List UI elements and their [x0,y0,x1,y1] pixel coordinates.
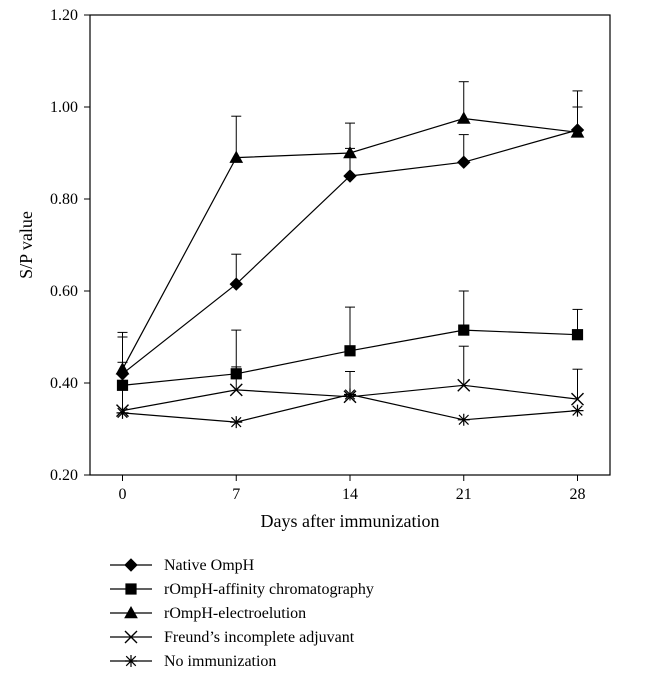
legend-label: No immunization [164,653,276,670]
legend-label: Native OmpH [164,557,255,574]
y-axis-label: S/P value [16,211,36,279]
chart-bg [0,0,662,679]
legend-label: rOmpH-electroelution [164,605,306,622]
square-marker-icon [345,346,355,356]
x-axis-label: Days after immunization [261,511,440,531]
square-marker-icon [459,325,469,335]
y-tick-label: 1.00 [50,99,78,116]
asterisk-marker-icon [344,389,356,401]
x-tick-label: 28 [570,486,586,503]
y-tick-label: 0.60 [50,283,78,300]
asterisk-marker-icon [458,414,470,426]
y-tick-label: 0.80 [50,191,78,208]
asterisk-marker-icon [572,405,584,417]
square-marker-icon [126,584,136,594]
y-tick-label: 0.40 [50,375,78,392]
x-tick-label: 7 [232,486,240,503]
x-tick-label: 21 [456,486,472,503]
legend-label: Freund’s incomplete adjuvant [164,629,355,646]
line-chart: 0.20 0.40 0.60 0.80 1.00 1.20 0 7 14 21 28 Days aft… [0,0,662,679]
chart-container: 0.20 0.40 0.60 0.80 1.00 1.20 0 7 14 21 28 Days aft… [0,0,662,679]
legend-label: rOmpH-affinity chromatography [164,581,374,598]
y-tick-label: 0.20 [50,467,78,484]
x-tick-label: 14 [342,486,358,503]
asterisk-marker-icon [230,416,242,428]
asterisk-marker-icon [125,655,137,667]
y-tick-label: 1.20 [50,7,78,24]
square-marker-icon [572,330,582,340]
asterisk-marker-icon [117,407,129,419]
x-tick-label: 0 [119,486,127,503]
